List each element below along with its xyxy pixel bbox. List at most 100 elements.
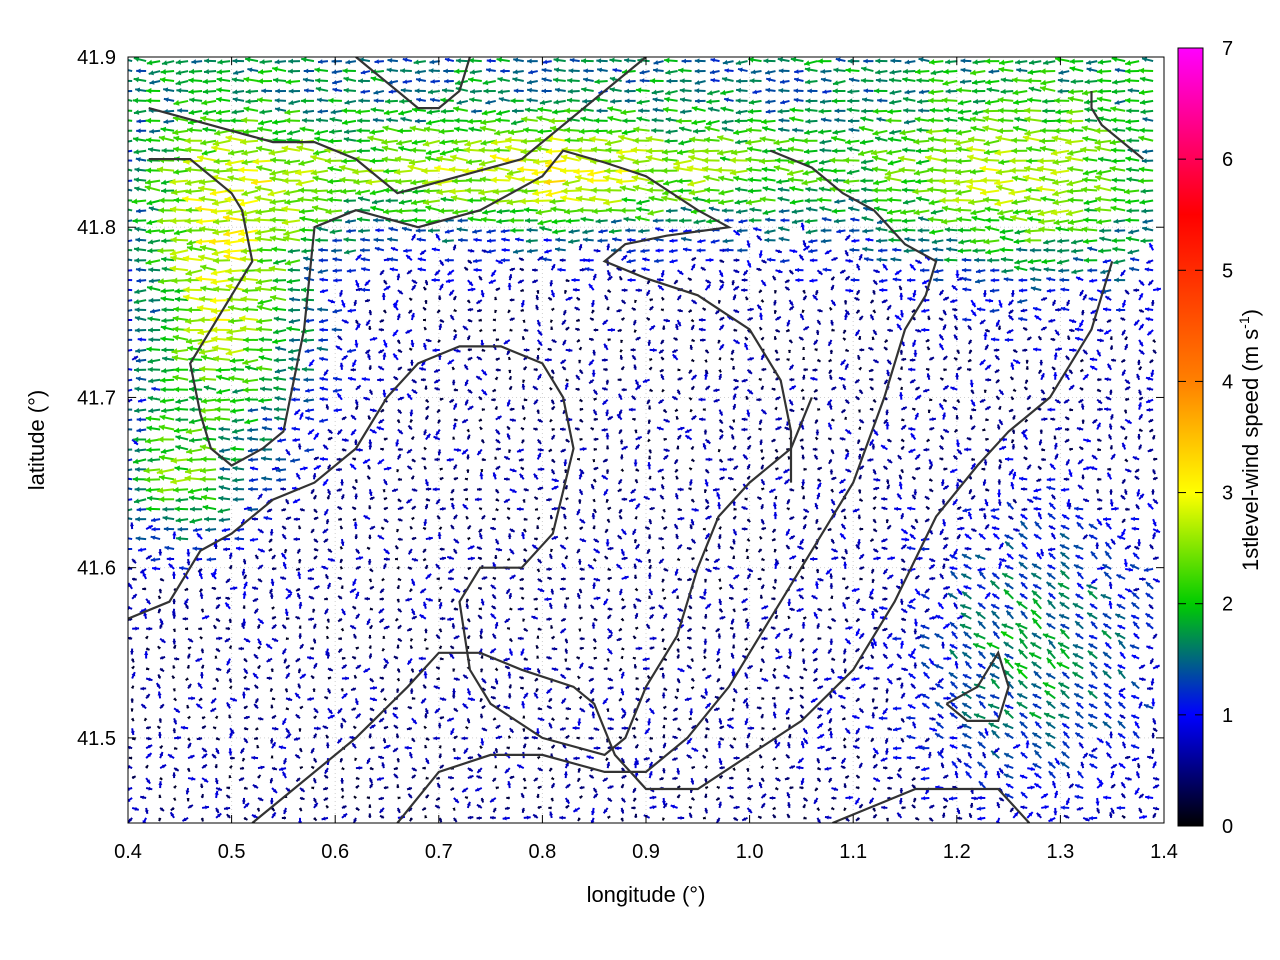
wind-arrow-head [899,789,904,794]
wind-arrow-head [840,765,845,770]
wind-arrow-head [147,736,152,741]
wind-arrow-head [760,777,764,782]
wind-arrow-head [832,756,837,760]
wind-arrow-head [1152,761,1157,766]
wind-arrow-head [576,736,580,740]
wind-arrow-head [508,735,512,739]
wind-arrow-head [893,727,898,732]
wind-arrow-head [572,726,577,731]
wind-arrow-head [525,736,529,740]
wind-arrow-head [1083,753,1088,758]
wind-arrow-head [466,801,471,806]
wind-arrow-head [796,765,801,770]
wind-arrow-head [142,820,147,823]
wind-arrow-head [871,738,875,742]
wind-arrow-head [368,733,372,737]
wind-arrow-head [132,736,136,740]
wind-arrow-head [1079,742,1084,747]
wind-arrow-head [940,750,944,755]
wind-arrow-head [580,786,585,790]
wind-arrow-head [941,812,946,817]
wind-arrow-head [186,737,190,741]
wind-arrow-head [706,726,710,731]
wind-arrow-head [977,795,982,800]
wind-arrow-head [342,805,347,809]
wind-arrow-head [1053,811,1058,816]
wind-arrow-head [1015,744,1021,749]
wind-arrow-head [1060,805,1065,810]
wind-arrow-head [160,807,164,811]
wind-arrow-head [898,767,902,772]
wind-arrow-head [609,726,614,731]
wind-arrow-head [1126,755,1131,760]
wind-arrow-head [340,795,344,799]
wind-arrow-head [579,795,583,799]
wind-arrow-head [536,793,540,798]
wind-arrow-head [902,806,906,810]
wind-arrow-head [727,724,732,729]
wind-arrow-head [930,805,935,809]
wind-arrow-head [144,809,149,814]
wind-arrow-head [1151,750,1155,754]
wind-arrow-head [915,816,920,820]
wind-arrow-head [843,807,847,811]
wind-arrow-head [1085,817,1090,822]
wind-arrow-head [380,815,384,819]
wind-arrow-head [729,776,733,780]
wind-arrow-head [148,786,153,791]
wind-arrow-head [944,775,949,779]
wind-arrow-head [295,754,300,759]
wind-arrow-head [790,765,795,770]
wind-arrow-head [853,745,858,750]
wind-arrow-head [507,781,512,786]
wind-arrow-head [620,784,624,788]
wind-arrow-head [747,776,751,780]
wind-arrow-head [676,786,681,790]
wind-arrow-head [376,776,382,781]
wind-arrow-head [978,781,984,786]
wind-arrow-head [1105,741,1111,746]
wind-arrow-head [677,727,681,731]
wind-arrow-head [132,776,136,780]
wind-arrow-head [1043,793,1048,798]
wind-arrow-head [949,744,955,749]
wind-arrow-head [494,749,498,753]
wind-arrow-head [1004,764,1010,769]
wind-arrow-head [888,727,892,731]
wind-arrow-head [913,798,917,803]
wind-arrow-head [251,755,256,760]
wind-arrow-head [958,816,963,820]
wind-arrow-head [721,766,725,770]
wind-arrow-head [818,723,823,728]
wind-arrow-head [956,809,961,814]
wind-arrow-head [828,778,833,783]
wind-arrow-head [824,815,829,820]
wind-arrow-head [550,776,554,780]
wind-arrow-head [691,766,695,770]
wind-arrow-head [186,798,190,802]
wind-arrow-head [159,745,163,749]
wind-arrow-head [159,776,163,780]
wind-arrow-head [244,726,249,731]
wind-arrow-head [968,752,972,757]
wind-arrow-head [1063,731,1068,737]
wind-arrow-head [549,753,554,757]
wind-arrow-head [897,773,902,778]
wind-arrow-head [888,786,892,790]
wind-arrow-head [180,725,185,730]
wind-arrow-head [254,736,258,741]
wind-arrow-head [203,778,209,783]
wind-arrow-head [591,811,596,816]
wind-arrow-head [202,726,206,730]
wind-arrow-head [1133,731,1138,736]
wind-arrow-head [964,763,969,768]
wind-arrow-head [204,805,209,810]
wind-arrow-head [1030,785,1035,790]
wind-arrow-head [533,814,538,819]
wind-arrow-head [856,775,860,779]
wind-arrow-head [161,764,167,769]
wind-arrow-head [819,734,825,739]
wind-arrow-head [323,786,327,791]
wind-arrow-head [433,736,437,741]
wind-arrow-head [559,815,563,820]
